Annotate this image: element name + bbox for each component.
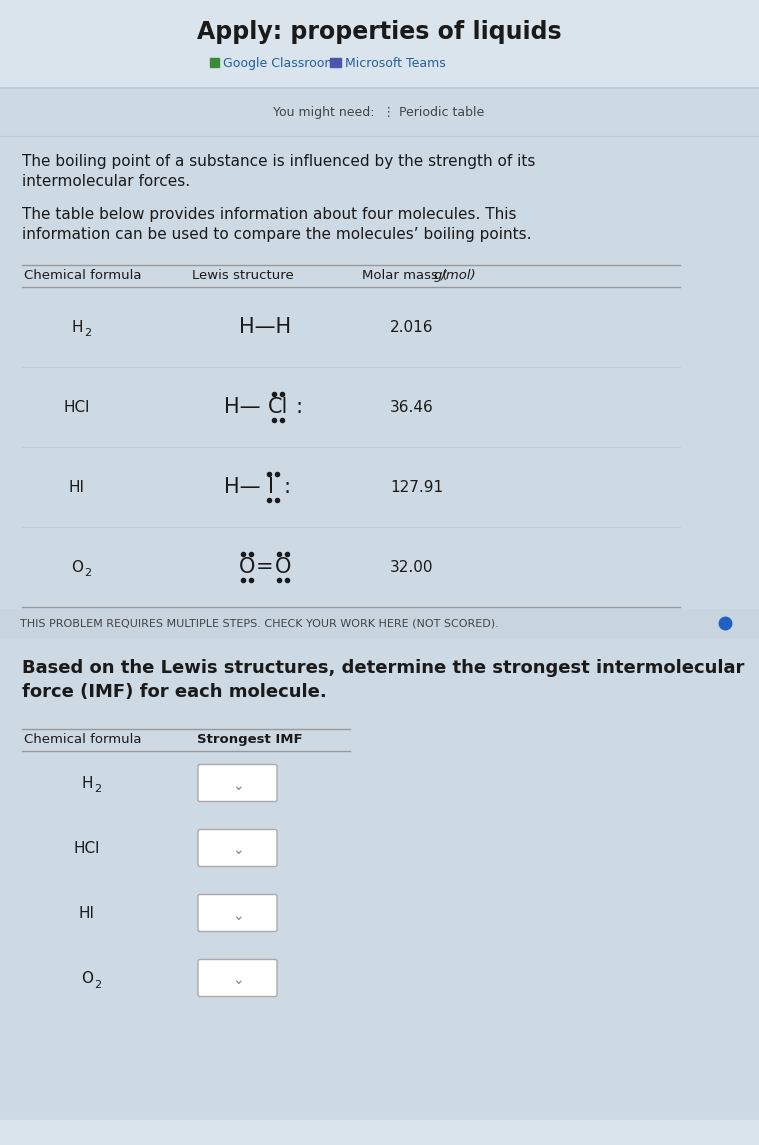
Text: 2: 2 [84, 568, 91, 578]
Bar [0, 1120, 759, 1145]
Text: The boiling point of a substance is influenced by the strength of its: The boiling point of a substance is infl… [22, 153, 535, 169]
FancyBboxPatch shape [198, 829, 277, 867]
Text: HCl: HCl [64, 400, 90, 414]
Text: g/mol): g/mol) [434, 269, 477, 282]
Text: O: O [71, 560, 83, 575]
Text: 2: 2 [94, 979, 101, 989]
Text: ⌄: ⌄ [231, 908, 244, 923]
Text: intermolecular forces.: intermolecular forces. [22, 174, 190, 189]
Bar [0, 0, 759, 88]
Text: HI: HI [79, 906, 95, 921]
Text: =: = [257, 556, 274, 577]
Text: 36.46: 36.46 [390, 400, 433, 414]
Text: 2.016: 2.016 [390, 319, 433, 334]
Text: O: O [275, 556, 291, 577]
Text: H—: H— [223, 477, 260, 497]
Text: H: H [81, 776, 93, 791]
Text: 32.00: 32.00 [390, 560, 433, 575]
Text: Molar mass (: Molar mass ( [362, 269, 447, 282]
Text: :: : [295, 397, 302, 417]
Text: Lewis structure: Lewis structure [192, 269, 294, 282]
Text: THIS PROBLEM REQUIRES MULTIPLE STEPS. CHECK YOUR WORK HERE (NOT SCORED).: THIS PROBLEM REQUIRES MULTIPLE STEPS. CH… [20, 618, 499, 627]
Text: HCl: HCl [74, 840, 100, 856]
Text: Chemical formula: Chemical formula [24, 733, 141, 747]
Text: I: I [268, 477, 274, 497]
Text: Strongest IMF: Strongest IMF [197, 733, 303, 747]
Text: Microsoft Teams: Microsoft Teams [345, 57, 446, 70]
Text: O: O [239, 556, 255, 577]
Text: 127.91: 127.91 [390, 480, 443, 495]
Text: O: O [81, 971, 93, 986]
Text: ⌄: ⌄ [231, 779, 244, 792]
Text: HI: HI [69, 480, 85, 495]
Text: Cl: Cl [268, 397, 288, 417]
Bar [0, 609, 759, 637]
Text: Apply: properties of liquids: Apply: properties of liquids [197, 19, 562, 44]
Text: H—: H— [223, 397, 260, 417]
Text: ⌄: ⌄ [231, 973, 244, 987]
Text: 2: 2 [94, 784, 101, 795]
Text: H—H: H—H [239, 317, 291, 337]
Bar [330, 58, 341, 68]
Text: :: : [283, 477, 290, 497]
Text: You might need:  ⋮ Periodic table: You might need: ⋮ Periodic table [273, 106, 485, 119]
FancyBboxPatch shape [198, 960, 277, 996]
Text: Chemical formula: Chemical formula [24, 269, 141, 282]
FancyBboxPatch shape [198, 765, 277, 801]
Text: force (IMF) for each molecule.: force (IMF) for each molecule. [22, 684, 327, 701]
Text: The table below provides information about four molecules. This: The table below provides information abo… [22, 207, 517, 222]
Text: H: H [71, 319, 83, 334]
Text: Based on the Lewis structures, determine the strongest intermolecular: Based on the Lewis structures, determine… [22, 660, 745, 677]
Text: information can be used to compare the molecules’ boiling points.: information can be used to compare the m… [22, 227, 531, 242]
FancyBboxPatch shape [198, 894, 277, 932]
Text: ⌄: ⌄ [231, 844, 244, 858]
Text: Google Classroom: Google Classroom [223, 57, 336, 70]
Text: 2: 2 [84, 327, 91, 338]
Bar [210, 58, 219, 68]
